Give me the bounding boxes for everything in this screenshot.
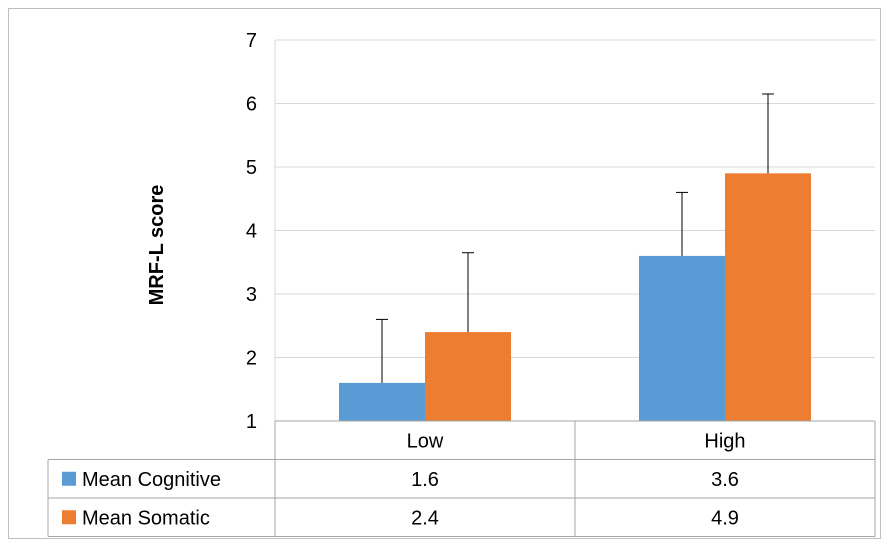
legend-label: Mean Cognitive [82,469,221,491]
bars [339,173,811,421]
bar-mean-somatic-high [725,173,811,421]
table-value-cell: 4.9 [711,507,739,529]
bar-mean-cognitive-high [639,255,725,421]
legend-label: Mean Somatic [82,507,210,529]
y-tick-label: 1 [246,411,257,433]
y-tick-label: 6 [246,94,257,116]
table-value-cell: 2.4 [411,507,439,529]
y-tick-label: 4 [246,221,257,243]
legend-swatch [62,471,76,486]
y-tick-label: 7 [246,30,257,52]
legend-swatch [62,510,76,525]
data-table: Low High Mean Cognitive 1.6 3.6 Mean Somatic 2… [47,420,876,537]
bar-mean-somatic-low [425,332,511,421]
error-bars [376,93,774,383]
y-axis-title: MRF-L score [146,185,168,306]
table-value-cell: 1.6 [411,469,439,491]
y-axis-ticks: 1 2 3 4 5 6 7 [246,30,257,433]
y-tick-label: 2 [246,348,257,370]
x-category-label: Low [407,430,444,452]
y-tick-label: 5 [246,157,257,179]
x-category-label: High [704,430,745,452]
bar-mean-cognitive-low [339,382,425,421]
table-value-cell: 3.6 [711,469,739,491]
y-tick-label: 3 [246,284,257,306]
